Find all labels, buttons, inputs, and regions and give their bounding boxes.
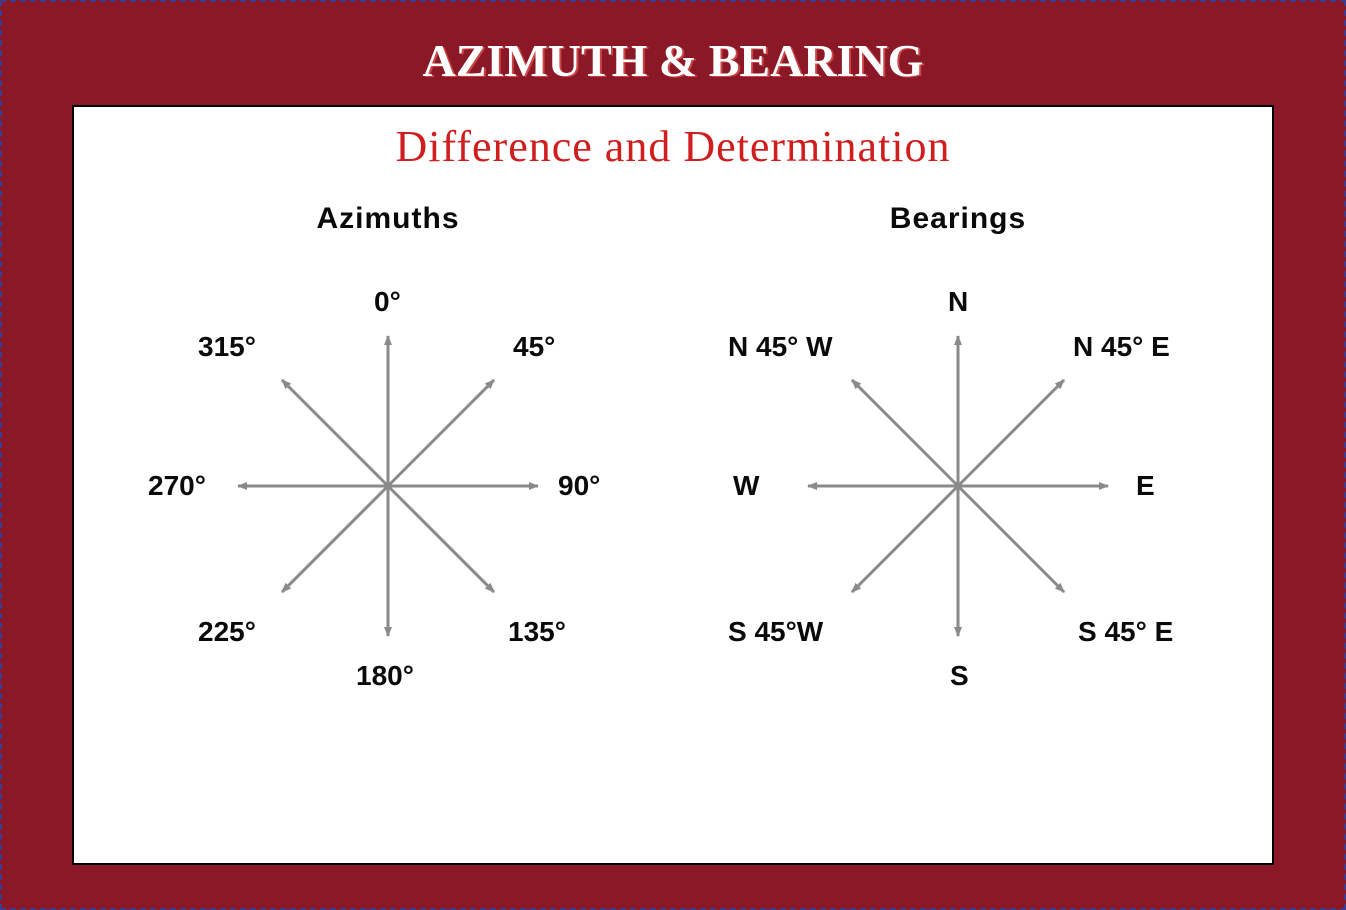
compass-label: W <box>733 470 759 502</box>
azimuth-column: Azimuths 0° 45° 90° 135° 180° 225° 270° 315° <box>108 202 668 716</box>
compass-label: 135° <box>508 616 566 648</box>
main-title: AZIMUTH & BEARING <box>72 22 1274 105</box>
compass-label: N <box>948 286 968 318</box>
compass-label: S 45°W <box>728 616 823 648</box>
content-panel: Difference and Determination Azimuths 0°… <box>72 105 1274 865</box>
azimuth-compass: 0° 45° 90° 135° 180° 225° 270° 315° <box>108 256 668 716</box>
bearing-column: Bearings N N 45° E E S 45° E S S 45°W W N 45° W <box>678 202 1238 716</box>
compass-label: 180° <box>356 660 414 692</box>
compass-label: 225° <box>198 616 256 648</box>
compass-label: N 45° E <box>1073 331 1170 363</box>
compass-label: 0° <box>374 286 401 318</box>
slide-frame: AZIMUTH & BEARING Difference and Determi… <box>0 0 1346 910</box>
subtitle: Difference and Determination <box>104 117 1242 172</box>
compass-label: 45° <box>513 331 555 363</box>
compass-label: 270° <box>148 470 206 502</box>
compass-label: S <box>950 660 969 692</box>
compass-label: E <box>1136 470 1155 502</box>
diagrams-row: Azimuths 0° 45° 90° 135° 180° 225° 270° 315° Be… <box>104 202 1242 716</box>
azimuth-heading: Azimuths <box>108 202 668 236</box>
compass-label: N 45° W <box>728 331 833 363</box>
bearing-heading: Bearings <box>678 202 1238 236</box>
bearing-compass: N N 45° E E S 45° E S S 45°W W N 45° W <box>678 256 1238 716</box>
compass-label: 315° <box>198 331 256 363</box>
compass-label: S 45° E <box>1078 616 1173 648</box>
compass-label: 90° <box>558 470 600 502</box>
